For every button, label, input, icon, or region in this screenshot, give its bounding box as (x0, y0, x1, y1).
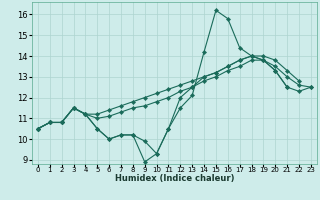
X-axis label: Humidex (Indice chaleur): Humidex (Indice chaleur) (115, 174, 234, 183)
